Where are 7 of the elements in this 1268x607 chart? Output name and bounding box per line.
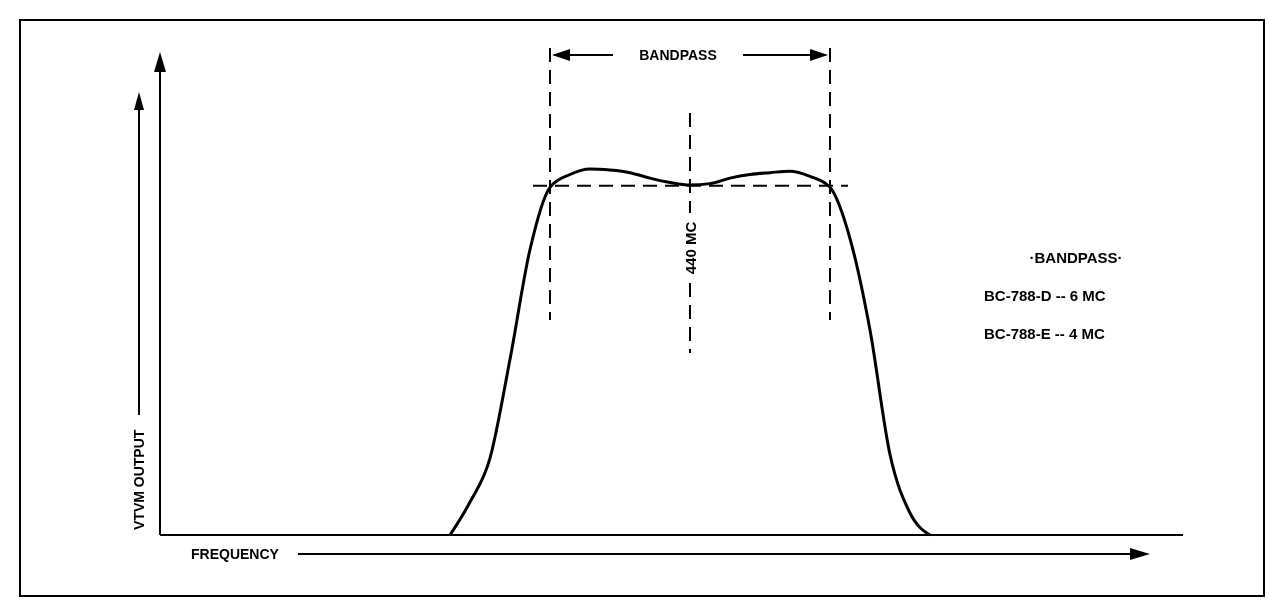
- x-axis-title: FREQUENCY: [191, 546, 280, 562]
- text: BANDPASS: [639, 47, 717, 63]
- y-axis-title: VTVM OUTPUT: [131, 429, 147, 530]
- annotation: ·BANDPASS·: [1029, 249, 1123, 266]
- annotation: 440 MC: [682, 221, 699, 275]
- annotation: BC-788-D -- 6 MC: [984, 287, 1106, 304]
- annotation: BC-788-E -- 4 MC: [984, 325, 1106, 342]
